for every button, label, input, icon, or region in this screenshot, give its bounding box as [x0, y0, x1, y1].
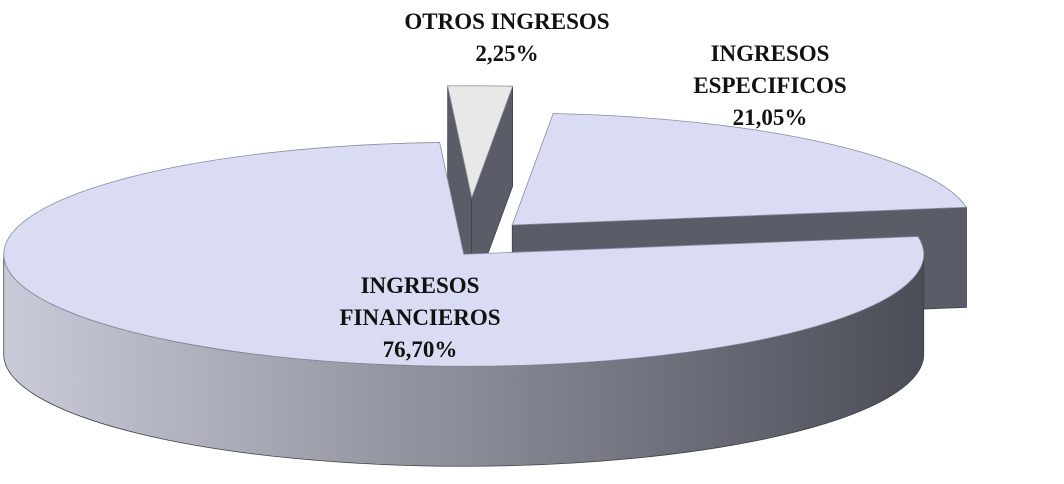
slice — [447, 85, 514, 200]
category-label: INGRESOS FINANCIEROS — [339, 273, 501, 330]
category-label: INGRESOS ESPECIFICOS — [693, 41, 847, 98]
category-label: OTROS INGRESOS — [404, 9, 610, 34]
value-label: 21,05% — [732, 105, 808, 130]
slice — [3, 142, 925, 367]
slice — [511, 113, 968, 226]
slice-label: INGRESOS ESPECIFICOS 21,05% — [670, 38, 870, 134]
value-label: 2,25% — [475, 41, 539, 66]
value-label: 76,70% — [382, 337, 458, 362]
slice-label: OTROS INGRESOS 2,25% — [357, 6, 657, 70]
slice-label: INGRESOS FINANCIEROS 76,70% — [320, 270, 520, 366]
